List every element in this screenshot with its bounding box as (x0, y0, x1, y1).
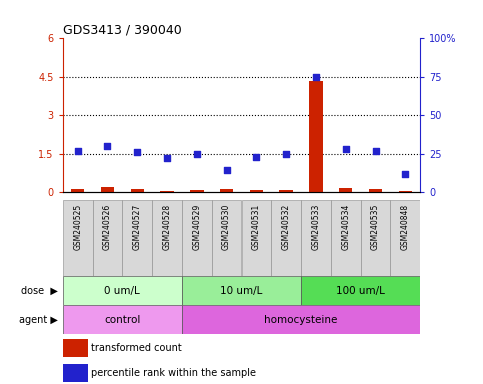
Bar (369, 189, 382, 192)
Bar (93, 200, 122, 276)
Point (74, 147, 82, 154)
Bar (63, 276, 182, 305)
Bar (309, 81, 323, 192)
Bar (101, 187, 114, 192)
Point (193, 151, 201, 157)
Bar (63, 305, 182, 334)
Text: GSM240530: GSM240530 (222, 204, 231, 250)
Bar (242, 200, 271, 276)
Bar (63, 200, 93, 276)
Bar (190, 190, 203, 192)
Text: GSM240531: GSM240531 (252, 204, 261, 250)
Bar (280, 190, 293, 192)
Text: GSM240528: GSM240528 (163, 204, 171, 250)
Bar (182, 305, 420, 334)
Bar (398, 191, 412, 192)
Text: control: control (104, 314, 141, 325)
Point (372, 147, 380, 154)
Text: GSM240535: GSM240535 (371, 204, 380, 250)
Bar (250, 190, 263, 192)
Text: GSM240533: GSM240533 (312, 204, 320, 250)
Bar (71, 189, 85, 192)
Text: dose  ▶: dose ▶ (21, 286, 58, 296)
Text: GSM240534: GSM240534 (341, 204, 350, 250)
Bar (220, 189, 233, 192)
Bar (160, 191, 174, 192)
Bar (331, 200, 361, 276)
Point (342, 146, 350, 152)
Text: 10 um/L: 10 um/L (220, 286, 263, 296)
Text: GSM240532: GSM240532 (282, 204, 291, 250)
Bar (182, 200, 212, 276)
Text: 0 um/L: 0 um/L (104, 286, 140, 296)
Text: GSM240848: GSM240848 (401, 204, 410, 250)
Text: 100 um/L: 100 um/L (336, 286, 385, 296)
Bar (152, 200, 182, 276)
Bar (130, 189, 144, 192)
Text: transformed count: transformed count (91, 343, 182, 353)
Point (223, 167, 230, 174)
Text: GDS3413 / 390040: GDS3413 / 390040 (63, 23, 182, 36)
Text: GSM240525: GSM240525 (73, 204, 82, 250)
Text: GSM240526: GSM240526 (103, 204, 112, 250)
Bar (182, 276, 301, 305)
Bar (361, 200, 390, 276)
Bar (63, 364, 88, 382)
Bar (301, 276, 420, 305)
Bar (339, 188, 353, 192)
Text: percentile rank within the sample: percentile rank within the sample (91, 368, 256, 378)
Text: agent ▶: agent ▶ (19, 314, 58, 325)
Bar (301, 200, 331, 276)
Bar (212, 200, 242, 276)
Bar (390, 200, 420, 276)
Point (104, 143, 112, 149)
Text: GSM240527: GSM240527 (133, 204, 142, 250)
Bar (122, 200, 152, 276)
Text: homocysteine: homocysteine (264, 314, 338, 325)
Point (282, 151, 290, 157)
Point (163, 155, 171, 161)
Bar (63, 339, 88, 356)
Point (133, 149, 141, 155)
Text: GSM240529: GSM240529 (192, 204, 201, 250)
Point (401, 170, 409, 177)
Bar (271, 200, 301, 276)
Point (253, 154, 260, 160)
Point (312, 74, 320, 80)
